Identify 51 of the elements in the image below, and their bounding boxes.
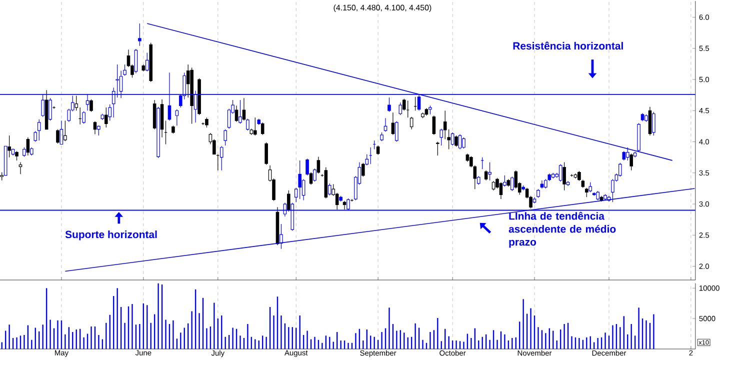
- candlestick: [342, 200, 346, 210]
- candlestick: [138, 23, 142, 46]
- candlestick: [440, 128, 444, 146]
- candlestick: [376, 145, 380, 156]
- candlestick: [633, 151, 637, 158]
- candlestick: [8, 135, 11, 158]
- candlestick: [175, 109, 179, 126]
- annotation: LInha de tendência ascendente de médio prazo: [508, 212, 616, 248]
- candlestick: [220, 146, 224, 171]
- candlestick: [562, 162, 566, 191]
- candlestick: [316, 156, 320, 174]
- candlestick: [242, 98, 246, 121]
- candlestick: [254, 117, 257, 136]
- candlestick: [234, 105, 238, 122]
- candlestick: [432, 115, 436, 136]
- candlestick: [298, 160, 302, 200]
- candlestick: [26, 137, 30, 156]
- candlestick: [532, 196, 536, 204]
- candlestick: [100, 113, 104, 120]
- candlestick: [640, 112, 644, 122]
- candlestick: [44, 90, 48, 130]
- candlestick: [160, 99, 164, 138]
- candlestick: [60, 120, 64, 145]
- candlestick: [4, 146, 8, 176]
- candlestick: [238, 100, 242, 124]
- candlestick: [384, 118, 388, 132]
- candlestick: [93, 120, 97, 135]
- ref-line-label: Resistência horizontal: [513, 42, 623, 50]
- candlestick: [18, 162, 22, 174]
- candlestick: [499, 182, 503, 200]
- candlestick: [104, 107, 108, 128]
- candlestick: [280, 224, 283, 250]
- candlestick: [190, 67, 194, 124]
- candlestick: [506, 178, 510, 187]
- candlestick: [424, 108, 428, 116]
- candlestick: [492, 180, 496, 191]
- candlestick: [488, 162, 492, 181]
- candlestick: [391, 112, 395, 136]
- candlestick: [450, 132, 454, 146]
- candlestick: [648, 106, 652, 136]
- legend-label: Suporte horizontal: [65, 230, 157, 240]
- candlestick: [37, 119, 41, 141]
- candlestick: [134, 48, 138, 74]
- candlestick: [574, 173, 578, 179]
- candlestick: [11, 148, 15, 156]
- candlestick: [607, 196, 611, 202]
- candlestick: [436, 141, 440, 156]
- candlestick: [74, 95, 78, 111]
- candlestick: [566, 180, 570, 186]
- candlestick: [558, 164, 562, 182]
- candlestick: [64, 120, 67, 142]
